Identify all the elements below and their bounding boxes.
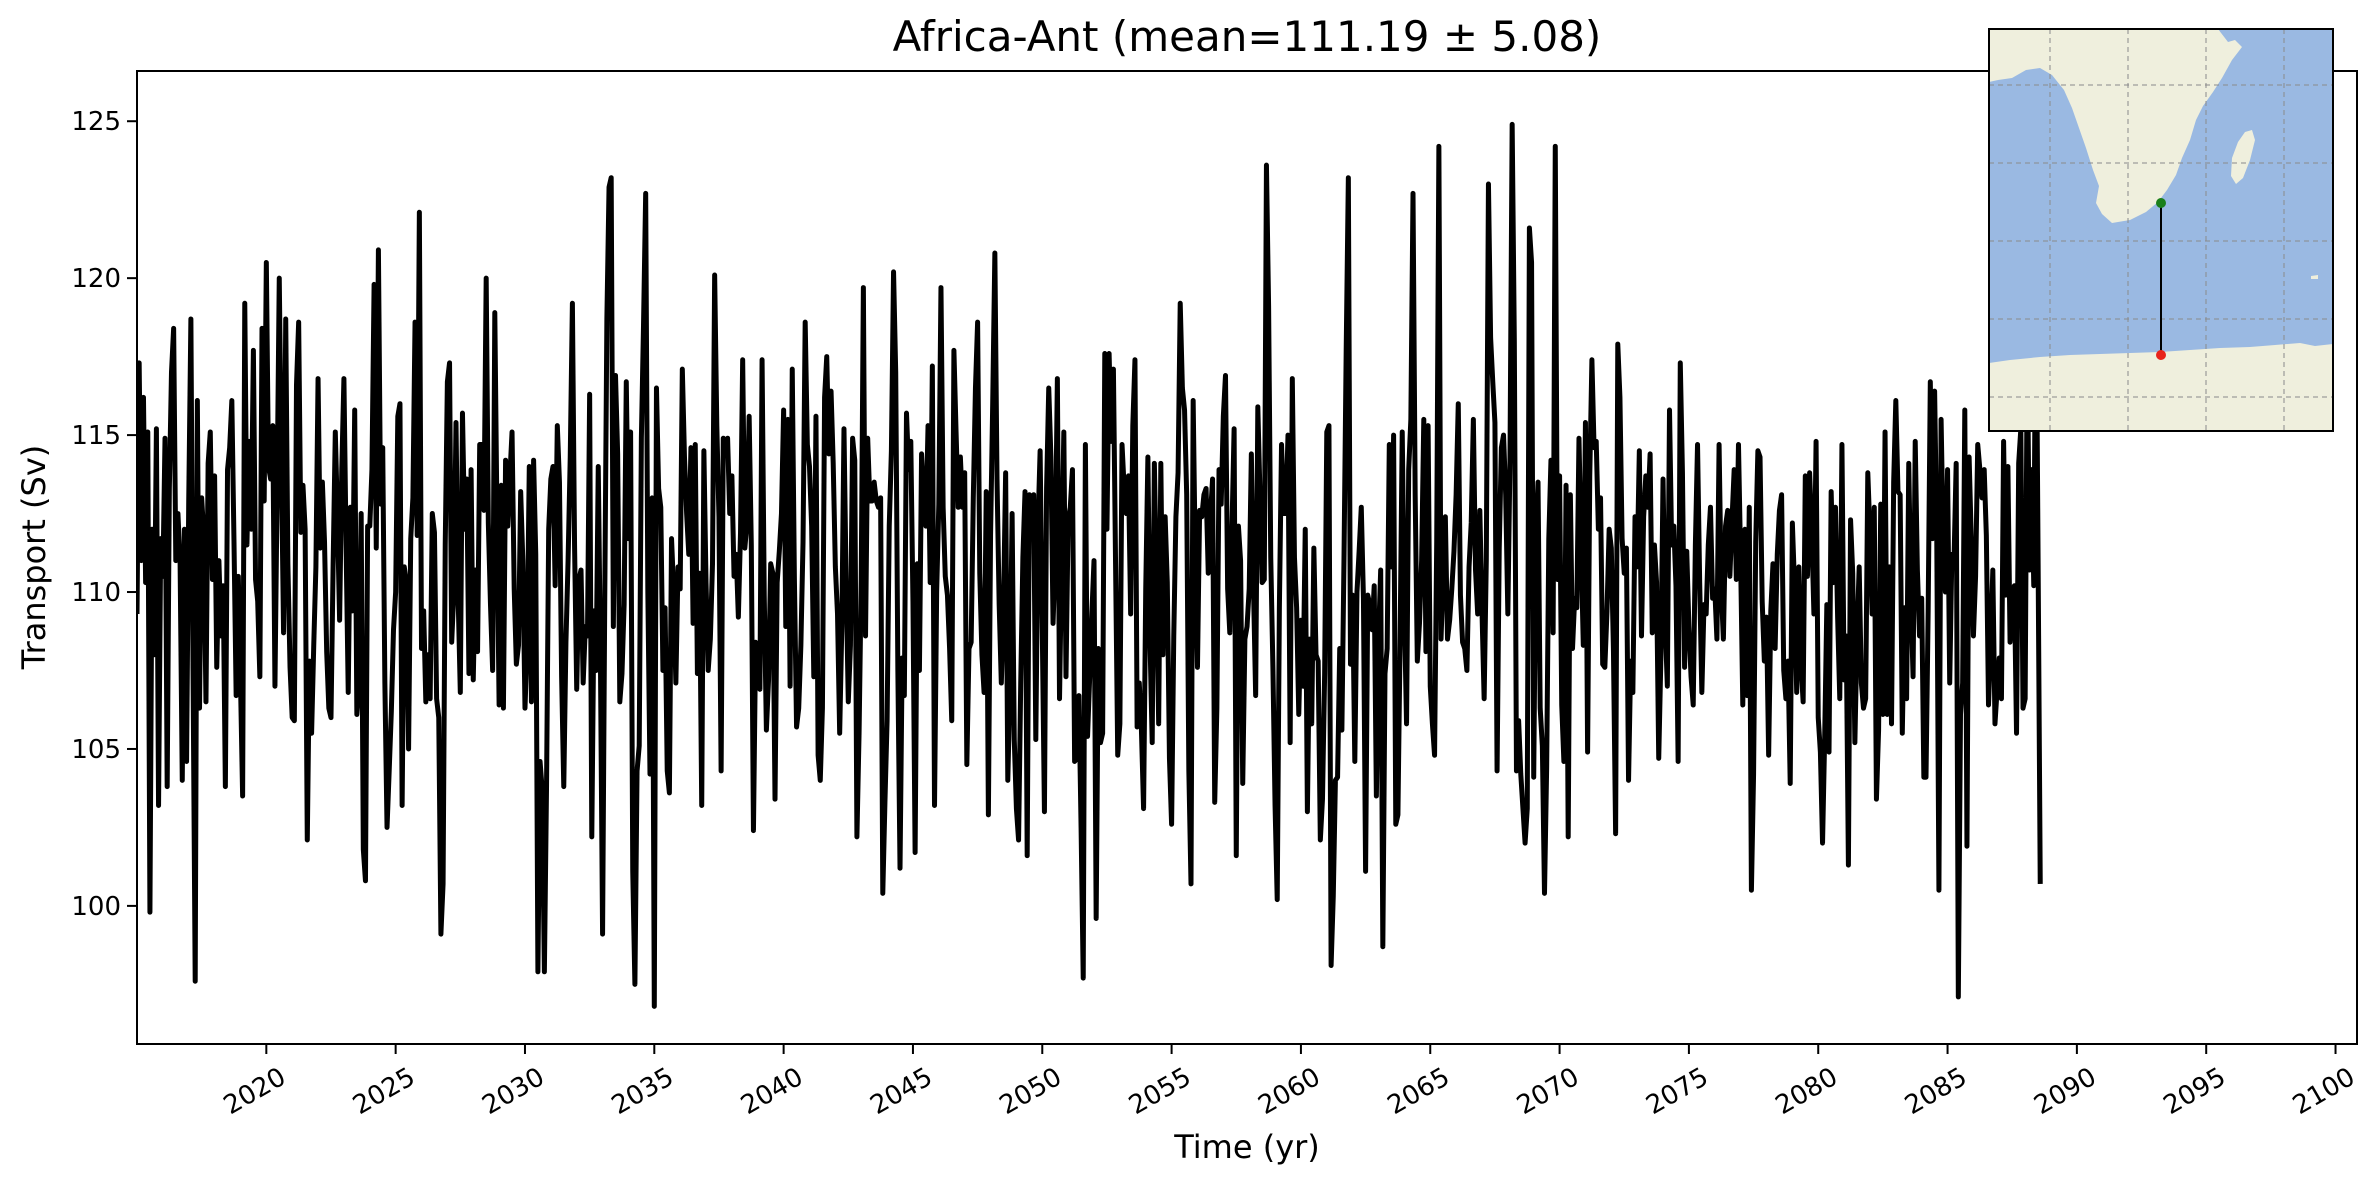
y-tick-label: 105 (71, 735, 121, 765)
series-line-0 (137, 121, 2043, 1009)
x-axis-label: Time (yr) (1173, 1128, 1320, 1166)
map-antarctica (1989, 343, 2333, 431)
inset-map (1988, 28, 2334, 432)
inset-map-frame (1988, 28, 2334, 432)
chart-title: Africa-Ant (mean=111.19 ± 5.08) (893, 12, 1602, 61)
y-tick-label: 120 (71, 264, 121, 294)
map-section-start-marker (2156, 198, 2166, 208)
map-madagascar (2231, 130, 2255, 184)
y-tick-label: 110 (71, 578, 121, 608)
map-africa (1989, 29, 2242, 223)
y-tick-label: 115 (71, 421, 121, 451)
y-tick-label: 125 (71, 107, 121, 137)
map-section-end-marker (2156, 350, 2166, 360)
series-group (137, 121, 2043, 1009)
map-small-island (2311, 275, 2318, 279)
plot-area (136, 70, 2358, 1045)
y-axis: 100 105 110 115 120 125 (71, 107, 137, 922)
plot-frame (136, 70, 2358, 1045)
y-tick-label: 100 (71, 892, 121, 922)
y-axis-label: Transport (Sv) (15, 445, 53, 671)
